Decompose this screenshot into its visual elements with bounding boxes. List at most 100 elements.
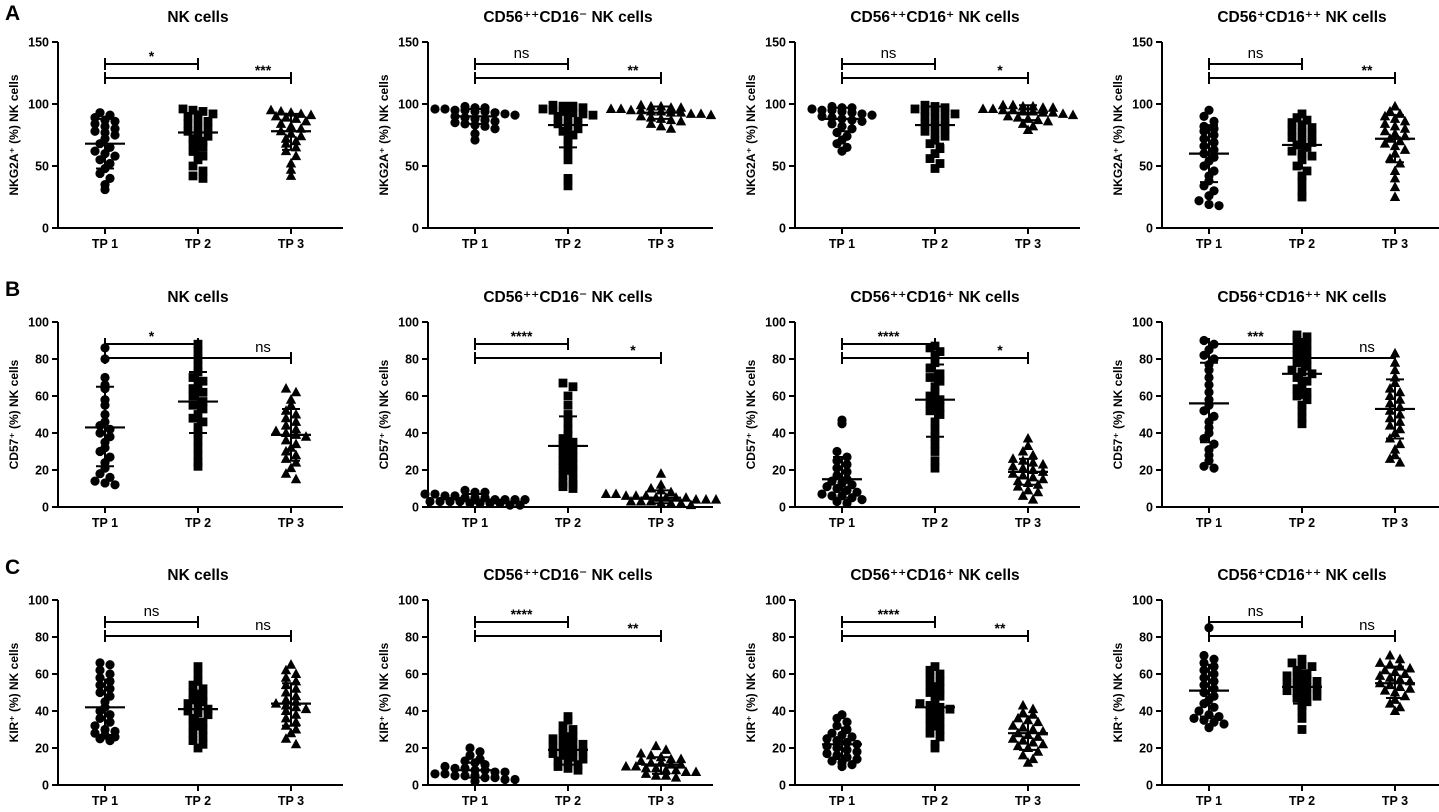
x-tick-label: TP 1: [92, 516, 118, 530]
data-point: [1027, 753, 1039, 764]
data-point: [198, 136, 208, 146]
panel-title: NK cells: [167, 289, 228, 306]
data-point: [290, 690, 302, 701]
data-point: [940, 116, 950, 126]
data-point: [635, 99, 647, 110]
x-tick-label: TP 2: [922, 237, 948, 251]
data-point: [290, 457, 302, 467]
data-point: [578, 754, 588, 764]
data-point: [1394, 408, 1406, 419]
y-tick-label: 150: [28, 36, 49, 50]
data-point: [300, 703, 312, 714]
y-tick-label: 0: [779, 501, 786, 515]
data-point: [573, 124, 583, 134]
data-point: [105, 669, 115, 679]
y-tick-label: 0: [412, 501, 419, 515]
data-point: [568, 130, 578, 140]
data-point: [1389, 100, 1401, 111]
data-point: [1292, 373, 1302, 382]
x-tick-label: TP 1: [829, 794, 855, 808]
data-point: [1399, 144, 1411, 154]
data-point: [290, 668, 302, 678]
panel-title: NK cells: [167, 9, 228, 26]
y-tick-label: 40: [405, 705, 419, 719]
data-point: [188, 688, 198, 697]
significance-label: *: [997, 62, 1003, 78]
y-tick-label: 40: [1139, 427, 1153, 441]
data-point: [1199, 126, 1209, 136]
data-point: [1017, 462, 1029, 473]
data-point: [1199, 699, 1209, 709]
data-point: [198, 717, 208, 727]
x-tick-label: TP 1: [1196, 516, 1222, 530]
data-point: [930, 358, 940, 368]
data-point: [188, 695, 198, 705]
significance-bracket: ns: [841, 45, 936, 70]
series-tp-1: [1189, 105, 1229, 211]
data-point: [188, 161, 198, 171]
data-point: [837, 146, 847, 156]
data-point: [1017, 722, 1029, 732]
y-tick-label: 100: [28, 594, 49, 608]
data-point: [1292, 688, 1302, 697]
series-tp-1: [420, 485, 530, 510]
data-point: [270, 425, 282, 436]
data-point: [1007, 720, 1019, 730]
data-point: [1302, 675, 1312, 684]
series-tp-3: [265, 104, 317, 180]
data-point: [1379, 664, 1391, 675]
data-point: [1307, 138, 1317, 147]
data-point: [660, 764, 672, 775]
data-point: [700, 494, 712, 504]
series-tp-3: [620, 740, 702, 782]
data-point: [1302, 332, 1312, 342]
y-tick-label: 20: [772, 742, 786, 756]
y-tick-label: 80: [1139, 631, 1153, 645]
y-tick-label: 60: [772, 390, 786, 404]
data-point: [280, 445, 292, 456]
series-tp-2: [178, 104, 218, 183]
data-point: [665, 123, 677, 133]
data-point: [997, 104, 1009, 115]
significance-bracket: ****: [474, 328, 569, 350]
data-point: [198, 684, 208, 694]
data-point: [977, 103, 989, 113]
data-point: [198, 697, 208, 707]
data-point: [950, 109, 960, 119]
data-point: [1302, 387, 1312, 397]
data-point: [95, 687, 105, 698]
data-point: [100, 478, 110, 488]
data-point: [198, 387, 208, 397]
data-point: [1002, 110, 1014, 121]
panel-title: CD56⁺CD16⁺⁺ NK cells: [1217, 567, 1386, 584]
data-point: [573, 116, 583, 126]
data-point: [188, 134, 198, 144]
y-tick-label: 20: [1139, 742, 1153, 756]
data-point: [198, 174, 208, 183]
data-point: [1394, 135, 1406, 146]
data-point: [183, 112, 193, 121]
data-point: [1389, 449, 1401, 460]
data-point: [1307, 662, 1317, 671]
x-tick-label: TP 3: [1015, 237, 1041, 251]
data-point: [188, 413, 198, 423]
data-point: [930, 439, 940, 449]
data-point: [90, 119, 100, 129]
data-point: [290, 473, 302, 484]
y-tick-label: 40: [35, 427, 49, 441]
data-point: [198, 143, 208, 152]
data-point: [1022, 432, 1034, 443]
significance-bracket: **: [1208, 62, 1396, 84]
data-point: [1292, 113, 1302, 123]
significance-label: **: [1362, 62, 1373, 78]
data-point: [925, 706, 935, 716]
data-point: [568, 460, 578, 469]
data-point: [935, 710, 945, 720]
data-point: [183, 119, 193, 129]
data-point: [198, 404, 208, 414]
data-point: [475, 747, 485, 757]
y-tick-label: 100: [398, 98, 419, 112]
series-tp-2: [915, 341, 955, 473]
data-point: [280, 664, 292, 675]
